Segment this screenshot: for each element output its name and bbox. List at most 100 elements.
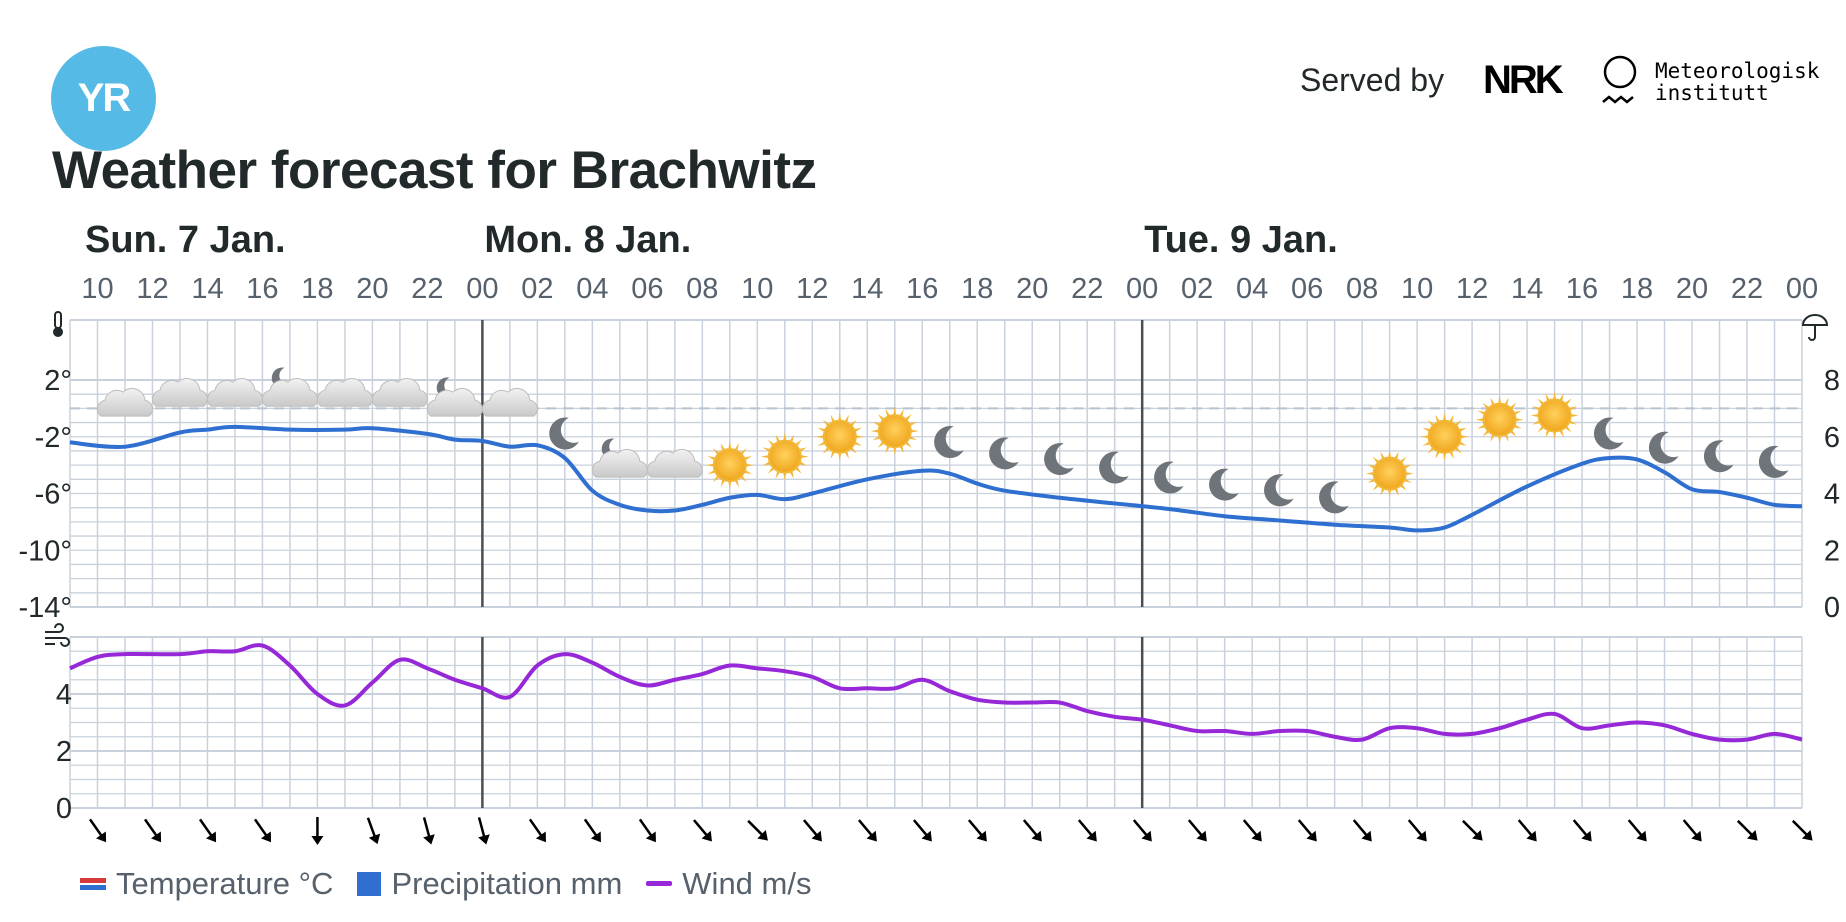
- thermometer-stem: [54, 311, 62, 329]
- yr-logo[interactable]: YR: [51, 46, 156, 151]
- thermometer-icon: [53, 311, 63, 337]
- yr-logo-text: YR: [77, 76, 132, 120]
- met-institute-logo[interactable]: Meteorologisk institutt: [1655, 60, 1819, 104]
- moon-shape: [989, 437, 1019, 470]
- hour-tick-label: 10: [1401, 273, 1433, 305]
- wind-direction-arrow: [253, 818, 272, 843]
- sun-ray: [1420, 434, 1430, 439]
- moon-shape: [934, 426, 964, 459]
- wind-arrow-head: [1691, 830, 1702, 842]
- wind-line: [69, 643, 1803, 743]
- cloud-icon: [207, 378, 263, 407]
- wind-direction-arrow: [366, 817, 381, 845]
- wind-direction-arrow: [638, 818, 656, 843]
- sun-ray: [705, 463, 715, 467]
- wind-direction-arrow: [1352, 819, 1372, 842]
- wind-arrow-head: [1196, 830, 1207, 842]
- hour-tick-label: 00: [1126, 273, 1158, 305]
- sun-disc: [877, 414, 912, 449]
- hour-tick-label: 14: [1511, 273, 1543, 305]
- day-label: Mon. 8 Jan.: [484, 219, 691, 261]
- moon-shape: [1099, 451, 1129, 484]
- wind-direction-arrow: [693, 819, 712, 842]
- wind-arrow-head: [1141, 830, 1152, 842]
- wind-arrow-head: [1802, 830, 1813, 841]
- hour-tick-label: 20: [356, 273, 388, 305]
- sun-ray: [1387, 488, 1392, 498]
- moon-shape: [1703, 440, 1734, 473]
- wind-direction-arrow: [1682, 819, 1702, 842]
- sun-ray: [1552, 430, 1557, 440]
- hour-tick-label: 20: [1016, 273, 1048, 305]
- wind-arrow-head: [921, 830, 932, 842]
- moon-shape: [1044, 443, 1074, 476]
- wind-tick-label: 0: [56, 793, 72, 825]
- sun-icon: [1475, 395, 1524, 444]
- hour-tick-label: 20: [1676, 273, 1708, 305]
- wind-legend-swatch: [646, 881, 673, 886]
- sun-ray: [1514, 417, 1524, 422]
- wind-arrow-head: [701, 830, 712, 842]
- sun-disc: [712, 448, 747, 483]
- wind-direction-arrow: [528, 818, 546, 843]
- moon-icon: [1703, 440, 1734, 473]
- wind-direction-arrow: [1407, 819, 1427, 842]
- wind-arrow-head: [1636, 830, 1647, 842]
- wind-arrow-head: [260, 831, 272, 843]
- wind-arrow-head: [311, 836, 324, 845]
- wind-arrow-head: [1581, 830, 1592, 842]
- wind-arrow-head: [866, 830, 877, 842]
- temperature-tick-label: -2°: [35, 422, 72, 454]
- sun-ray: [1442, 451, 1447, 461]
- wind-arrow-head: [1031, 830, 1042, 842]
- cloud-icon: [152, 378, 208, 407]
- wind-arrow-head: [151, 831, 162, 843]
- moon-icon: [1648, 431, 1679, 464]
- wind-direction-arrow: [1242, 819, 1262, 842]
- page-title: Weather forecast for Brachwitz: [52, 141, 817, 200]
- hour-tick-label: 04: [576, 273, 608, 305]
- wind-arrow-head: [478, 834, 490, 845]
- hour-tick-label: 12: [796, 273, 828, 305]
- wind-direction-arrow: [89, 818, 107, 843]
- hour-tick-label: 12: [1456, 273, 1488, 305]
- sun-ray: [1459, 434, 1469, 439]
- moon-shape: [1154, 461, 1184, 494]
- hour-tick-label: 16: [1566, 273, 1598, 305]
- sun-ray: [744, 463, 754, 467]
- moon-icon: [1758, 445, 1789, 478]
- partly-cloudy-night-icon: [591, 438, 648, 478]
- cloud-shape: [97, 387, 153, 417]
- cloud-shape: [371, 378, 428, 407]
- sun-ray: [854, 434, 864, 439]
- hour-tick-label: 06: [631, 273, 663, 305]
- hour-tick-label: 02: [521, 273, 553, 305]
- nrk-logo[interactable]: NRK: [1483, 58, 1564, 102]
- cloud-shape: [207, 378, 263, 407]
- moon-shape: [1758, 445, 1789, 478]
- hour-tick-label: 10: [81, 273, 113, 305]
- temperature-line: [69, 424, 1803, 533]
- temperature-tick-label: -14°: [18, 592, 72, 624]
- sun-disc: [1482, 402, 1517, 437]
- wind-direction-arrow: [1572, 819, 1592, 842]
- sun-ray: [782, 432, 787, 442]
- sun-icon: [1530, 391, 1579, 440]
- temperature-tick-label: -10°: [18, 535, 72, 567]
- wind-direction-arrow: [1132, 819, 1152, 842]
- wind-arrow-head: [1306, 830, 1317, 842]
- wind-direction-arrow: [477, 817, 490, 845]
- temperature-tick-label: -6°: [35, 479, 72, 511]
- partly-cloudy-night-icon: [261, 367, 318, 407]
- cloud-shape: [316, 378, 373, 407]
- hour-tick-label: 00: [466, 273, 498, 305]
- wind-arrow-head: [1361, 830, 1372, 842]
- cloud-shape: [426, 387, 483, 417]
- sun-disc: [1372, 456, 1407, 491]
- precipitation-tick-label: 8: [1824, 365, 1840, 397]
- wind-direction-arrow: [198, 818, 217, 843]
- moon-icon: [989, 437, 1019, 470]
- moon-shape: [1593, 417, 1624, 450]
- precipitation-tick-label: 0: [1824, 592, 1840, 624]
- day-label: Sun. 7 Jan.: [85, 219, 286, 261]
